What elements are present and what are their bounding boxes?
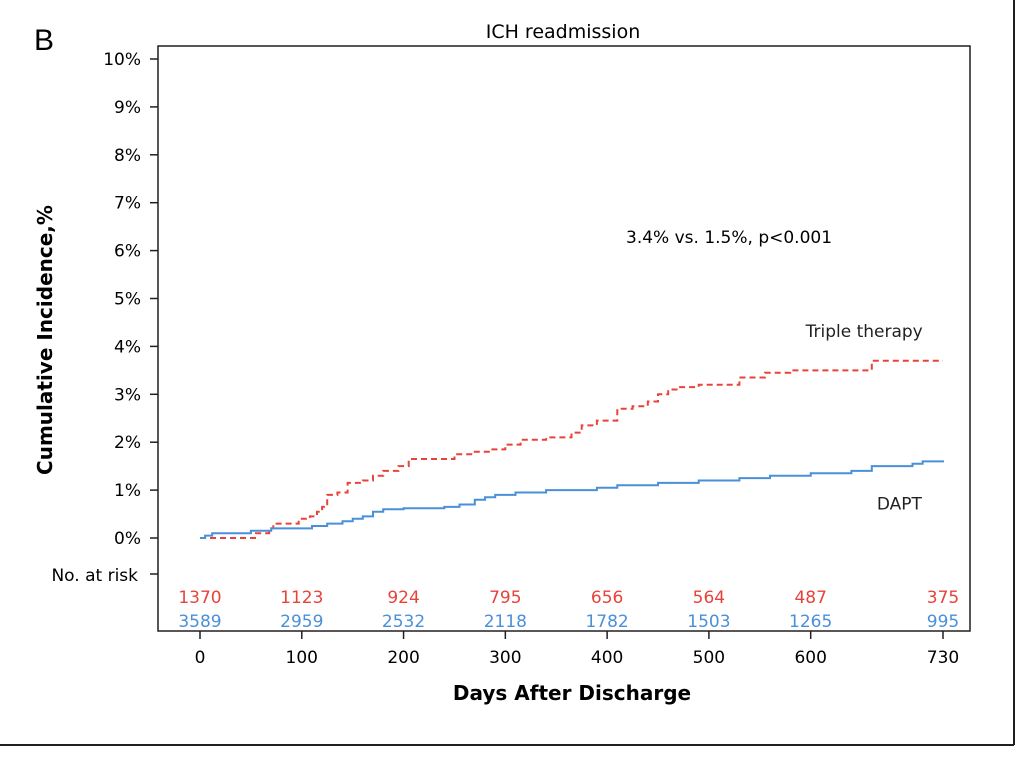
series-layer: [200, 359, 944, 539]
x-tick-label: 600: [794, 648, 826, 668]
at-risk-value: 795: [489, 588, 521, 608]
y-tick-label: 3%: [114, 385, 141, 405]
at-risk-table: 1370 1123 924 795 656 564 487 375 3589 2959 2532 21…: [178, 588, 959, 632]
y-tick-label: 4%: [114, 337, 141, 357]
y-tick-label: 8%: [114, 146, 141, 166]
y-axis-label: Cumulative Incidence,%: [33, 205, 57, 475]
at-risk-value: 995: [927, 612, 959, 632]
at-risk-value: 1123: [280, 588, 323, 608]
at-risk-value: 375: [927, 588, 959, 608]
at-risk-value: 1370: [178, 588, 221, 608]
y-axis: 0% 1% 2% 3% 4% 5% 6% 7% 8% 9% 10%: [103, 50, 158, 575]
at-risk-value: 1503: [687, 612, 730, 632]
x-tick-label: 500: [693, 648, 725, 668]
y-tick-label: 5%: [114, 290, 141, 310]
panel-label: B: [34, 24, 54, 57]
y-tick-label: 2%: [114, 433, 141, 453]
y-tick-label: 7%: [114, 194, 141, 214]
x-tick-label: 200: [387, 648, 419, 668]
chart-title: ICH readmission: [486, 21, 641, 43]
annotation-text: 3.4% vs. 1.5%, p<0.001: [626, 228, 832, 248]
y-tick-label: 10%: [103, 50, 141, 70]
y-tick-label: 9%: [114, 98, 141, 118]
at-risk-value: 2118: [484, 612, 527, 632]
series-labels: Triple therapy DAPT: [805, 322, 923, 514]
y-tick-label: 6%: [114, 242, 141, 262]
x-tick-label: 300: [489, 648, 521, 668]
x-axis-label: Days After Discharge: [453, 681, 691, 705]
x-axis: 0 100 200 300 400 500 600 730: [195, 631, 959, 668]
at-risk-value: 487: [794, 588, 826, 608]
at-risk-value: 2959: [280, 612, 323, 632]
at-risk-value: 656: [591, 588, 623, 608]
series-line-triple-therapy: [200, 359, 943, 539]
at-risk-value: 1782: [585, 612, 628, 632]
at-risk-value: 3589: [178, 612, 221, 632]
x-tick-label: 100: [286, 648, 318, 668]
series-line-dapt: [200, 460, 944, 539]
series-label: DAPT: [877, 494, 923, 514]
at-risk-value: 1265: [789, 612, 832, 632]
at-risk-value: 924: [387, 588, 419, 608]
at-risk-label: No. at risk: [51, 566, 138, 586]
y-tick-label: 1%: [114, 481, 141, 501]
x-tick-label: 730: [927, 648, 959, 668]
series-label: Triple therapy: [805, 322, 923, 342]
y-tick-label: 0%: [114, 529, 141, 549]
plot-area: [157, 45, 971, 632]
x-tick-label: 0: [195, 648, 206, 668]
x-tick-label: 400: [591, 648, 623, 668]
at-risk-value: 2532: [382, 612, 425, 632]
at-risk-value: 564: [693, 588, 725, 608]
